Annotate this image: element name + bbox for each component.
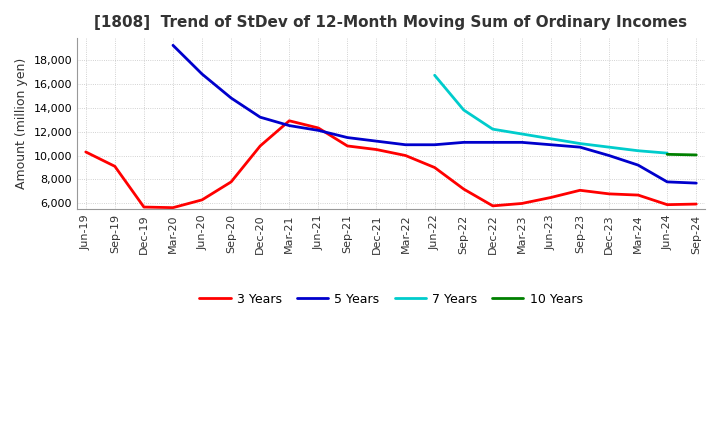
3 Years (634, 192, 642, 198)
5 Years (401, 142, 410, 147)
3 Years (692, 202, 701, 207)
3 Years (314, 125, 323, 131)
3 Years (488, 203, 497, 209)
7 Years (576, 141, 585, 146)
3 Years (198, 197, 207, 202)
3 Years (256, 143, 264, 149)
Y-axis label: Amount (million yen): Amount (million yen) (15, 58, 28, 189)
5 Years (256, 114, 264, 120)
3 Years (459, 187, 468, 192)
10 Years (663, 152, 672, 157)
3 Years (227, 179, 235, 184)
Line: 5 Years: 5 Years (173, 45, 696, 183)
3 Years (401, 153, 410, 158)
10 Years (692, 152, 701, 158)
7 Years (431, 73, 439, 78)
5 Years (692, 180, 701, 186)
5 Years (488, 140, 497, 145)
5 Years (634, 162, 642, 168)
Line: 10 Years: 10 Years (667, 154, 696, 155)
7 Years (634, 148, 642, 154)
3 Years (605, 191, 613, 197)
5 Years (343, 135, 352, 140)
3 Years (110, 164, 119, 169)
7 Years (488, 127, 497, 132)
3 Years (140, 205, 148, 210)
Legend: 3 Years, 5 Years, 7 Years, 10 Years: 3 Years, 5 Years, 7 Years, 10 Years (194, 288, 588, 311)
3 Years (663, 202, 672, 207)
5 Years (227, 95, 235, 101)
Line: 7 Years: 7 Years (435, 75, 667, 153)
5 Years (314, 128, 323, 133)
Title: [1808]  Trend of StDev of 12-Month Moving Sum of Ordinary Incomes: [1808] Trend of StDev of 12-Month Moving… (94, 15, 688, 30)
7 Years (459, 107, 468, 113)
3 Years (431, 165, 439, 170)
5 Years (168, 43, 177, 48)
3 Years (518, 201, 526, 206)
3 Years (81, 149, 90, 154)
3 Years (372, 147, 381, 152)
7 Years (518, 131, 526, 136)
7 Years (605, 144, 613, 150)
3 Years (576, 187, 585, 193)
5 Years (518, 140, 526, 145)
5 Years (576, 144, 585, 150)
5 Years (285, 123, 294, 128)
5 Years (605, 153, 613, 158)
5 Years (431, 142, 439, 147)
3 Years (343, 143, 352, 149)
5 Years (459, 140, 468, 145)
3 Years (168, 205, 177, 210)
3 Years (546, 195, 555, 200)
7 Years (663, 150, 672, 156)
5 Years (546, 142, 555, 147)
7 Years (546, 136, 555, 141)
5 Years (372, 139, 381, 144)
Line: 3 Years: 3 Years (86, 121, 696, 208)
3 Years (285, 118, 294, 124)
5 Years (198, 71, 207, 77)
5 Years (663, 179, 672, 184)
